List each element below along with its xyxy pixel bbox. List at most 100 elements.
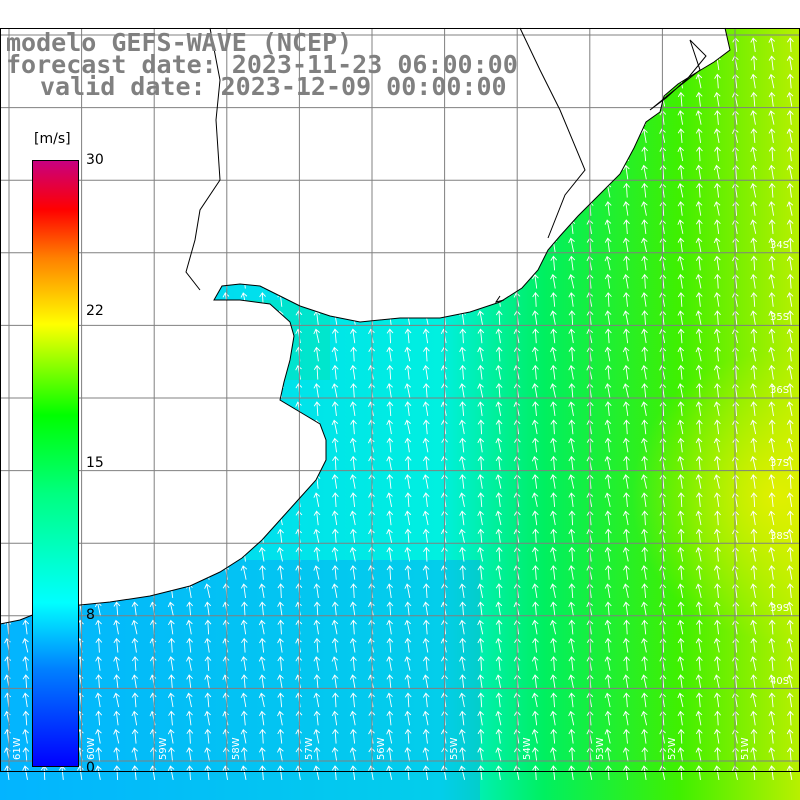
wind-arrow (22, 492, 29, 507)
wind-arrow (404, 455, 412, 471)
wind-arrow (750, 328, 758, 344)
wind-arrow (605, 328, 612, 344)
wind-arrow (714, 455, 721, 471)
wind-arrow (204, 419, 212, 435)
wind-arrow (495, 164, 503, 180)
wind-arrow (95, 710, 103, 726)
wind-arrow (422, 419, 430, 435)
wind-arrow (386, 528, 393, 544)
wind-arrow (623, 765, 630, 781)
lon-label-59w: 59W (158, 737, 169, 760)
wind-arrow (22, 164, 29, 180)
wind-arrow (113, 437, 121, 453)
wind-arrow (313, 237, 321, 253)
wind-arrow (131, 528, 139, 544)
wind-arrow (713, 728, 721, 744)
wind-arrow (386, 710, 394, 726)
wind-arrow (422, 492, 430, 508)
wind-arrow (404, 201, 412, 216)
wind-arrow (277, 601, 284, 617)
wind-arrow (713, 292, 721, 307)
wind-arrow (422, 201, 430, 216)
wind-arrow (131, 401, 139, 416)
wind-arrow (22, 747, 30, 762)
wind-arrow (768, 292, 776, 307)
wind-arrow (186, 364, 194, 380)
wind-arrow (258, 146, 266, 162)
wind-arrow (532, 747, 539, 762)
wind-arrow (168, 637, 175, 653)
wind-arrow (4, 364, 11, 380)
wind-arrow (750, 401, 758, 417)
wind-arrow (113, 383, 120, 398)
wind-arrow (240, 565, 248, 580)
wind-arrow (750, 674, 758, 689)
wind-arrow (586, 128, 593, 143)
wind-arrow (258, 692, 266, 708)
wind-arrow (568, 91, 576, 107)
wind-arrow (477, 128, 485, 144)
wind-arrow (623, 91, 630, 107)
wind-arrow (349, 437, 357, 453)
wind-arrow (204, 237, 211, 253)
wind-arrow (695, 292, 703, 307)
wind-arrow (350, 182, 357, 198)
wind-arrow (531, 419, 539, 435)
wind-arrow (695, 437, 703, 453)
wind-arrow (568, 237, 575, 253)
wind-arrow (714, 182, 721, 198)
wind-arrow (22, 638, 29, 653)
wind-arrow (313, 656, 321, 671)
wind-arrow (186, 219, 193, 234)
coastline (0, 27, 731, 625)
wind-arrow (22, 437, 30, 453)
wind-arrow (168, 273, 175, 289)
wind-arrow (641, 510, 649, 526)
wind-arrow (531, 383, 539, 398)
wind-arrow (186, 328, 194, 344)
wind-arrow (568, 565, 575, 580)
wind-arrow (4, 237, 11, 253)
wind-arrow (240, 328, 248, 344)
wind-arrow (22, 346, 30, 362)
wind-arrow (604, 437, 612, 453)
wind-arrow (404, 110, 412, 125)
wind-arrow (750, 183, 757, 198)
wind-arrow (259, 728, 266, 744)
wind-arrow (622, 237, 630, 253)
wind-arrow (4, 474, 11, 489)
lat-label-37s: 37S (770, 458, 790, 469)
wind-arrow (568, 528, 576, 544)
wind-arrow (641, 528, 648, 544)
wind-arrow (532, 37, 539, 52)
wind-arrow (131, 547, 139, 562)
wind-arrow (768, 328, 776, 344)
wind-arrow (531, 110, 539, 125)
wind-arrow (131, 656, 139, 671)
wind-arrow (95, 674, 103, 690)
wind-arrow (313, 637, 321, 653)
wind-arrow (750, 492, 758, 508)
wind-arrow (404, 364, 412, 380)
wind-arrow (386, 619, 393, 635)
wind-arrow (331, 146, 339, 162)
wind-arrow (331, 710, 339, 726)
wind-arrow (695, 674, 703, 689)
wind-arrow (477, 383, 484, 398)
wind-arrow (531, 692, 539, 708)
wind-arrow (150, 310, 157, 326)
wind-arrow (786, 292, 794, 307)
wind-arrow (768, 146, 776, 162)
wind-arrow (786, 219, 794, 234)
wind-arrow (167, 528, 175, 544)
wind-arrow (168, 164, 175, 180)
lon-label-61w: 61W (12, 737, 23, 760)
wind-arrow (659, 73, 667, 89)
wind-arrow (459, 455, 466, 471)
wind-arrow (423, 546, 430, 562)
wind-arrow (349, 128, 357, 143)
wind-arrow (641, 292, 648, 307)
wind-arrow (204, 547, 211, 562)
wind-arrow (277, 164, 284, 180)
wind-arrow (76, 765, 84, 780)
